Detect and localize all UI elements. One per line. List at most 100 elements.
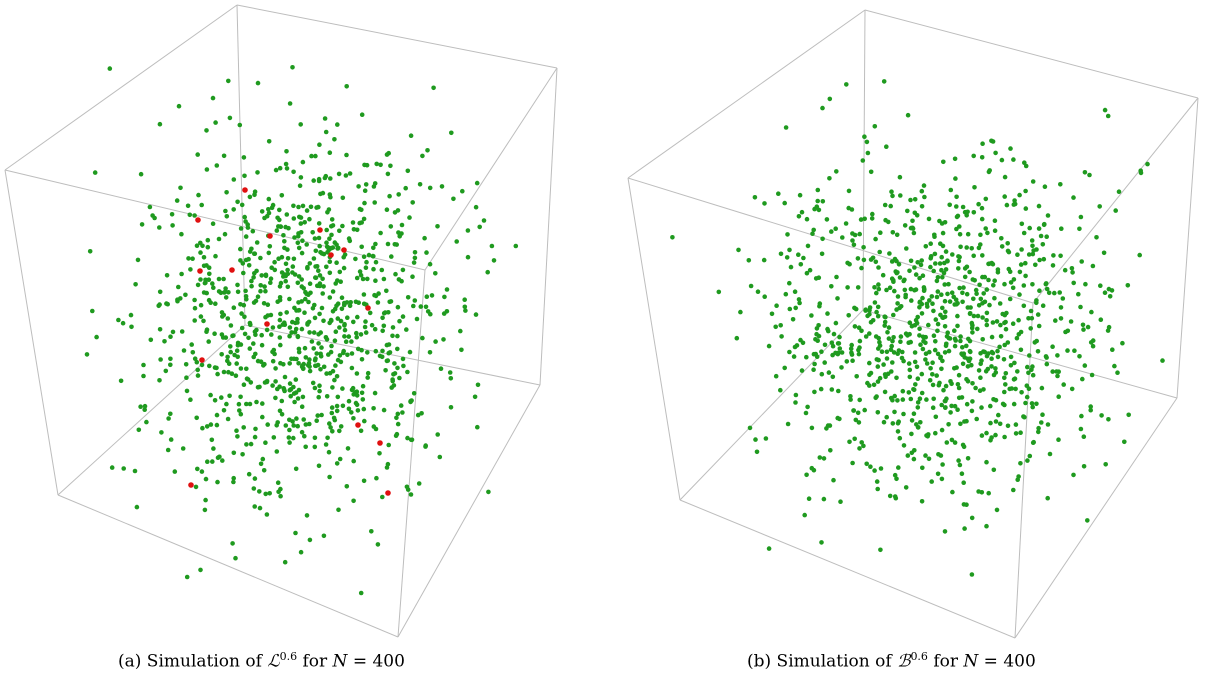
panel-b-point	[1004, 311, 1009, 316]
panel-a-point	[211, 285, 216, 290]
panel-b-point	[1078, 305, 1083, 310]
panel-b-point	[967, 270, 972, 275]
panel-a-point	[363, 188, 368, 193]
panel-a-point	[263, 492, 268, 497]
panel-a-point	[251, 355, 256, 360]
panel-a-point	[297, 308, 302, 313]
panel-a-point	[365, 163, 370, 168]
panel-a-point	[401, 268, 406, 273]
panel-b-point	[797, 214, 802, 219]
panel-a-point	[226, 316, 231, 321]
panel-a-point	[203, 281, 208, 286]
panel-b-point	[957, 259, 962, 264]
panel-a-point	[280, 193, 285, 198]
panel-b-point	[957, 386, 962, 391]
panel-b-point	[958, 422, 963, 427]
panel-a-point	[149, 338, 154, 343]
panel-a-point	[325, 394, 330, 399]
panel-b-point	[736, 248, 741, 253]
panel-b-point	[1082, 464, 1087, 469]
panel-b-point	[953, 157, 958, 162]
panel-a-point	[301, 160, 306, 165]
panel-b-point	[980, 155, 985, 160]
panel-a-point	[245, 376, 250, 381]
panel-b-point	[996, 355, 1001, 360]
panel-b-point	[1117, 189, 1122, 194]
panel-b-point	[971, 254, 976, 259]
panel-a-point	[360, 357, 365, 362]
panel-a-point	[388, 350, 393, 355]
panel-a-point	[190, 256, 195, 261]
caption-a-exponent: 0.6	[280, 650, 298, 663]
panel-b-point	[1061, 296, 1066, 301]
panel-a-point	[188, 267, 193, 272]
panel-a-point	[287, 428, 292, 433]
panel-b-point	[948, 299, 953, 304]
panel-b-point	[965, 265, 970, 270]
panel-a-point	[310, 339, 315, 344]
panel-b-point	[986, 278, 991, 283]
panel-b-point	[1022, 304, 1027, 309]
panel-b-point	[876, 265, 881, 270]
panel-b-point	[940, 428, 945, 433]
panel-b-point	[1042, 222, 1047, 227]
panel-a-point	[394, 416, 399, 421]
panel-a-point	[85, 352, 90, 357]
panel-a-point	[435, 224, 440, 229]
panel-a-point	[314, 276, 319, 281]
panel-a-point	[304, 422, 309, 427]
panel-b-point	[1031, 373, 1036, 378]
panel-b-point	[844, 82, 849, 87]
panel-a-point	[287, 440, 292, 445]
panel-a-point	[330, 217, 335, 222]
panel-a-point	[255, 170, 260, 175]
panel-a-point	[355, 276, 360, 281]
panel-a-point	[185, 575, 190, 580]
panel-b-point	[1065, 348, 1070, 353]
panel-a-point	[244, 367, 249, 372]
panel-b-point	[957, 224, 962, 229]
panel-b-point	[813, 337, 818, 342]
panel-a-point	[234, 373, 239, 378]
panel-b-point	[961, 480, 966, 485]
panel-b-point	[948, 336, 953, 341]
panel-a-point	[359, 429, 364, 434]
panel-a-point	[341, 349, 346, 354]
panel-a-point	[265, 422, 270, 427]
panel-b-point	[1072, 348, 1077, 353]
panel-b-point	[954, 195, 959, 200]
panel-b-point	[961, 443, 966, 448]
panel-b-point	[956, 266, 961, 271]
panel-a-point	[235, 434, 240, 439]
panel-b-point	[933, 252, 938, 257]
panel-b-point	[864, 334, 869, 339]
panel-b-point	[922, 287, 927, 292]
panel-a-point	[307, 217, 312, 222]
panel-a-point	[415, 317, 420, 322]
panel-b-point	[767, 344, 772, 349]
panel-a-point	[260, 343, 265, 348]
panel-a-point	[270, 383, 275, 388]
panel-b-point	[1005, 203, 1010, 208]
panel-b-point	[810, 426, 815, 431]
panel-b-point	[820, 252, 825, 257]
panel-a-point	[331, 245, 336, 250]
panel-b-point	[940, 462, 945, 467]
panel-a-point	[235, 200, 240, 205]
panel-b-point	[903, 288, 908, 293]
panel-b-point	[918, 342, 923, 347]
panel-a-point	[262, 284, 267, 289]
panel-a-point	[294, 416, 299, 421]
panel-b-point	[795, 343, 800, 348]
panel-a-point	[317, 389, 322, 394]
panel-b-point	[850, 238, 855, 243]
panel-b-point	[876, 305, 881, 310]
panel-a-point	[305, 208, 310, 213]
panel-b-point	[956, 458, 961, 463]
panel-b-point	[986, 367, 991, 372]
panel-b-point	[794, 393, 799, 398]
panel-b-point	[816, 323, 821, 328]
panel-b-point	[826, 329, 831, 334]
panel-b-point	[952, 366, 957, 371]
panel-a-point	[382, 324, 387, 329]
